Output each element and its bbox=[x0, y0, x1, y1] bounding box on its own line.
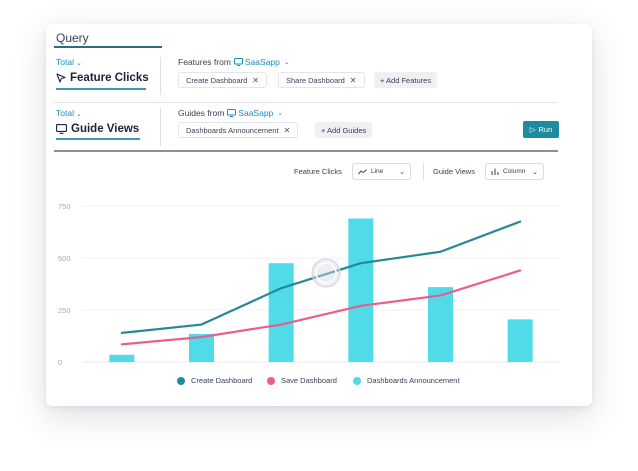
legend-label: Save Dashboard bbox=[281, 376, 337, 385]
app-selector[interactable]: SaaSapp ⌄ bbox=[227, 108, 283, 118]
from-prefix: Features from bbox=[178, 57, 231, 67]
add-features-button[interactable]: + Add Features bbox=[374, 72, 438, 88]
query-title: Query bbox=[56, 31, 89, 45]
features-from-label: Features from SaaSapp ⌄ bbox=[178, 57, 290, 67]
total-dropdown-feature[interactable]: Total ⌄ bbox=[56, 57, 82, 67]
bar bbox=[348, 218, 374, 362]
query-card: Query Total ⌄ Feature Clicks Features fro… bbox=[46, 24, 592, 406]
legend-dot bbox=[267, 376, 275, 385]
legend-label: Create Dashboard bbox=[191, 376, 253, 385]
bar bbox=[268, 263, 294, 362]
y-tick-label: 750 bbox=[58, 202, 71, 211]
event-guide-views[interactable]: Guide Views bbox=[56, 123, 139, 135]
line-chart-icon bbox=[358, 168, 367, 174]
series-line bbox=[120, 220, 522, 334]
total-dropdown-guide[interactable]: Total ⌄ bbox=[56, 108, 82, 118]
from-prefix: Guides from bbox=[178, 108, 225, 118]
run-label: Run bbox=[538, 125, 553, 134]
event-feature-clicks[interactable]: Feature Clicks bbox=[56, 72, 149, 84]
event-underline bbox=[56, 88, 146, 90]
chevron-down-icon: ⌄ bbox=[75, 60, 82, 67]
section-divider bbox=[54, 150, 558, 152]
guide-chip-dashboards-announcement[interactable]: Dashboards Announcement ✕ bbox=[178, 122, 299, 138]
y-tick-label: 250 bbox=[58, 306, 71, 315]
column-divider bbox=[160, 57, 161, 95]
monitor-icon bbox=[56, 124, 67, 134]
app-name: SaaSapp bbox=[244, 57, 280, 67]
monitor-icon bbox=[233, 58, 243, 66]
bar bbox=[428, 287, 453, 362]
chevron-down-icon: ⌄ bbox=[532, 168, 538, 176]
bar bbox=[109, 354, 135, 362]
cursor-icon bbox=[56, 73, 66, 83]
close-icon[interactable]: ✕ bbox=[349, 75, 357, 85]
controls-divider bbox=[423, 163, 424, 180]
y-tick-label: 0 bbox=[58, 358, 62, 367]
row-divider bbox=[54, 102, 558, 103]
total-dropdown-label: Total bbox=[56, 57, 74, 67]
select-value: Column bbox=[503, 168, 526, 175]
select-value: Line bbox=[371, 168, 384, 175]
total-dropdown-label: Total bbox=[56, 108, 74, 118]
add-guides-button[interactable]: + Add Guides bbox=[315, 122, 373, 138]
legend-label: Dashboards Announcement bbox=[367, 376, 460, 385]
event-name-label: Guide Views bbox=[71, 123, 140, 135]
chip-label: Dashboards Announcement bbox=[186, 125, 279, 135]
chip-label: Share Dashboard bbox=[286, 75, 345, 85]
hover-cursor-inner bbox=[315, 262, 337, 284]
series-line bbox=[120, 269, 522, 346]
feature-clicks-type-select[interactable]: Line ⌄ bbox=[352, 163, 411, 180]
app-selector[interactable]: SaaSapp ⌄ bbox=[233, 57, 290, 67]
event-underline bbox=[56, 138, 140, 140]
bar bbox=[507, 319, 533, 362]
guide-views-type-select[interactable]: Column ⌄ bbox=[485, 163, 544, 180]
close-icon[interactable]: ✕ bbox=[283, 125, 291, 135]
app-name: SaaSapp bbox=[238, 108, 274, 118]
legend-dot bbox=[353, 376, 361, 385]
chevron-down-icon: ⌄ bbox=[277, 110, 284, 117]
query-title-underline bbox=[54, 46, 162, 48]
legend-dot bbox=[177, 376, 185, 385]
legend-item-create-dashboard[interactable]: Create Dashboard bbox=[177, 376, 252, 385]
column-divider bbox=[160, 108, 161, 146]
feature-chip-create-dashboard[interactable]: Create Dashboard ✕ bbox=[178, 72, 267, 88]
chevron-down-icon: ⌄ bbox=[399, 168, 405, 176]
feature-chip-share-dashboard[interactable]: Share Dashboard ✕ bbox=[278, 72, 365, 88]
close-icon[interactable]: ✕ bbox=[252, 75, 259, 85]
y-tick-label: 500 bbox=[58, 254, 71, 263]
chip-label: Create Dashboard bbox=[186, 75, 248, 85]
trend-chart: 0 250 500 750 bbox=[58, 202, 560, 367]
column-chart-icon bbox=[491, 168, 499, 175]
run-button[interactable]: ▷ Run bbox=[523, 121, 559, 138]
legend-item-dashboards-announcement[interactable]: Dashboards Announcement bbox=[353, 376, 460, 385]
legend-item-save-dashboard[interactable]: Save Dashboard bbox=[267, 376, 337, 385]
event-name-label: Feature Clicks bbox=[70, 72, 149, 84]
chevron-down-icon: ⌄ bbox=[283, 59, 290, 66]
play-icon: ▷ bbox=[529, 125, 536, 134]
guide-views-type-label: Guide Views bbox=[433, 167, 475, 176]
monitor-icon bbox=[227, 109, 237, 117]
chevron-down-icon: ⌄ bbox=[75, 111, 82, 118]
feature-clicks-type-label: Feature Clicks bbox=[294, 167, 342, 176]
guides-from-label: Guides from SaaSapp ⌄ bbox=[178, 108, 283, 118]
